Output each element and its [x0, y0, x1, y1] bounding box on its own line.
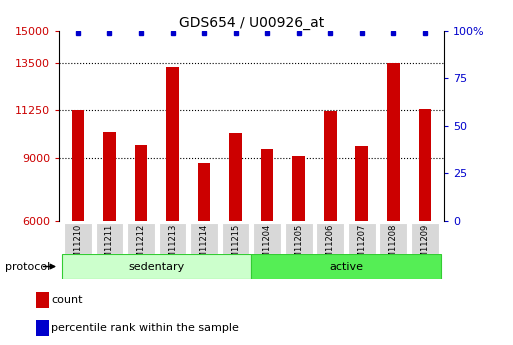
- Bar: [380, 223, 407, 254]
- Bar: [251, 254, 441, 279]
- Bar: [135, 145, 147, 345]
- Bar: [127, 223, 155, 254]
- Bar: [411, 223, 439, 254]
- Text: GSM11204: GSM11204: [263, 224, 272, 269]
- Text: GSM11208: GSM11208: [389, 224, 398, 269]
- Bar: [62, 254, 251, 279]
- Text: active: active: [329, 262, 363, 272]
- Text: percentile rank within the sample: percentile rank within the sample: [51, 323, 239, 333]
- Bar: [317, 223, 344, 254]
- Text: GSM11206: GSM11206: [326, 224, 334, 269]
- Bar: [261, 149, 273, 345]
- Text: sedentary: sedentary: [129, 262, 185, 272]
- Bar: [324, 111, 337, 345]
- Text: GSM11205: GSM11205: [294, 224, 303, 269]
- Text: GSM11209: GSM11209: [420, 224, 429, 269]
- Text: GSM11213: GSM11213: [168, 224, 177, 269]
- Bar: [198, 163, 210, 345]
- Bar: [36, 320, 49, 336]
- Bar: [222, 223, 249, 254]
- Bar: [190, 223, 218, 254]
- Text: GSM11210: GSM11210: [73, 224, 83, 269]
- Bar: [103, 132, 116, 345]
- Text: GSM11212: GSM11212: [136, 224, 146, 269]
- Text: count: count: [51, 295, 83, 305]
- Bar: [64, 223, 92, 254]
- Title: GDS654 / U00926_at: GDS654 / U00926_at: [179, 16, 324, 30]
- Text: GSM11215: GSM11215: [231, 224, 240, 269]
- Bar: [159, 223, 186, 254]
- Bar: [285, 223, 312, 254]
- Bar: [387, 63, 400, 345]
- Bar: [253, 223, 281, 254]
- Text: GSM11211: GSM11211: [105, 224, 114, 269]
- Bar: [36, 292, 49, 308]
- Bar: [356, 146, 368, 345]
- Bar: [72, 110, 84, 345]
- Text: GSM11214: GSM11214: [200, 224, 209, 269]
- Bar: [229, 133, 242, 345]
- Text: protocol: protocol: [5, 262, 50, 272]
- Bar: [419, 109, 431, 345]
- Bar: [292, 157, 305, 345]
- Bar: [166, 67, 179, 345]
- Bar: [95, 223, 123, 254]
- Bar: [348, 223, 376, 254]
- Text: GSM11207: GSM11207: [357, 224, 366, 269]
